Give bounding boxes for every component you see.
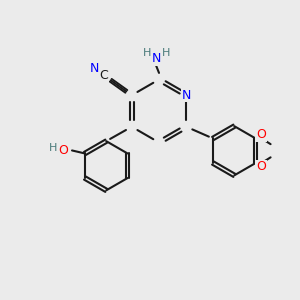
- Text: N: N: [152, 52, 162, 65]
- Text: O: O: [58, 144, 68, 157]
- Text: H: H: [143, 48, 151, 59]
- Text: H: H: [162, 48, 170, 59]
- Text: C: C: [100, 69, 109, 82]
- Text: N: N: [89, 62, 99, 75]
- Text: O: O: [256, 128, 266, 141]
- Text: N: N: [182, 89, 191, 102]
- Text: O: O: [256, 160, 266, 173]
- Text: H: H: [49, 143, 57, 153]
